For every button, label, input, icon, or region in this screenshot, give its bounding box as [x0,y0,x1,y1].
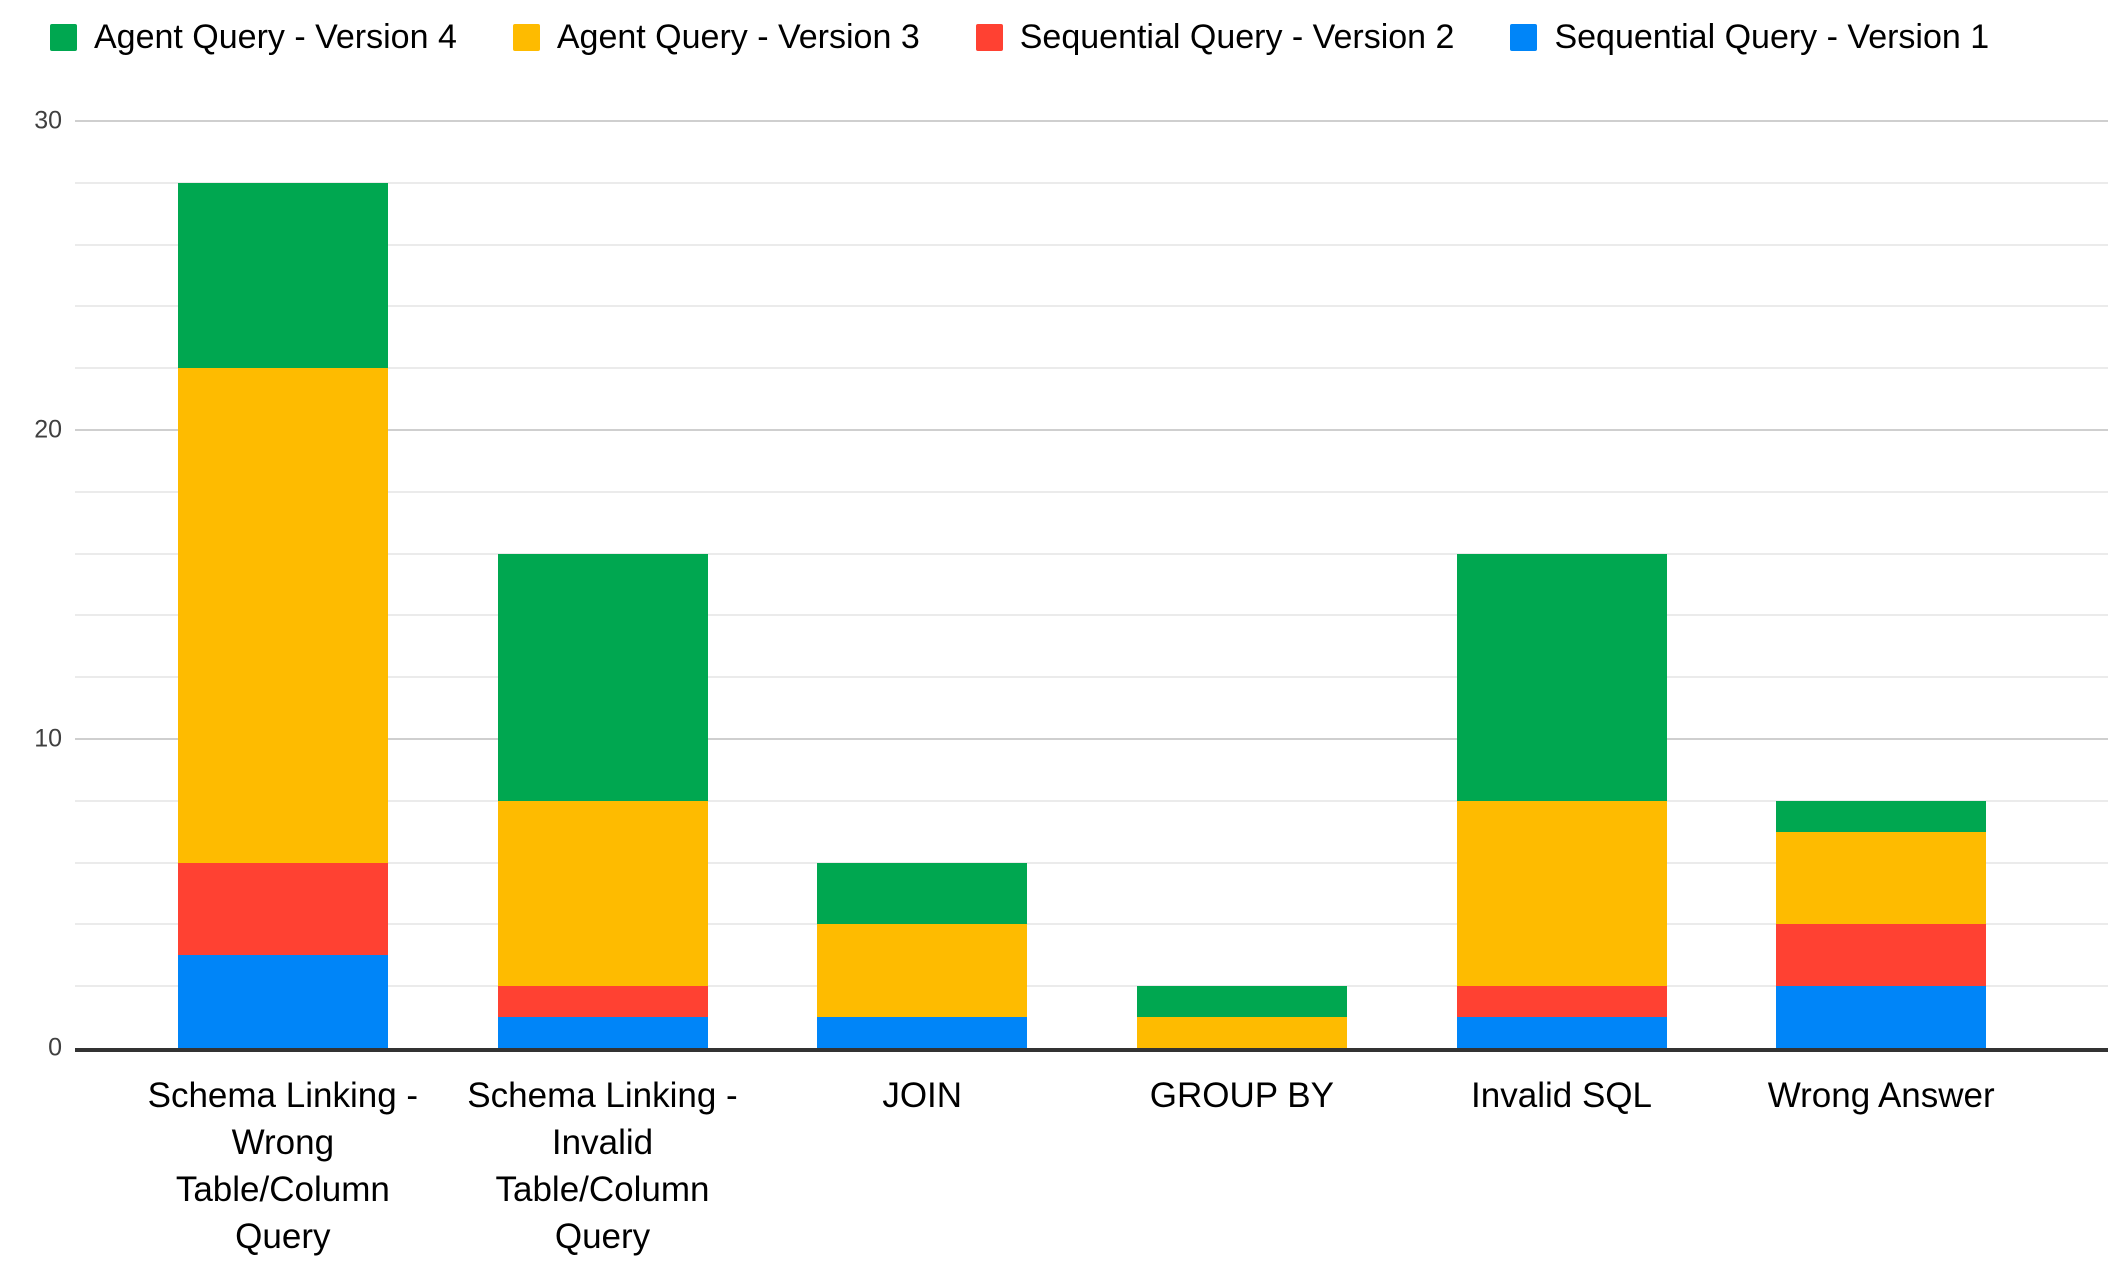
bar-segment-agent-query-version-3[interactable] [497,800,708,987]
bar-segment-agent-query-version-3[interactable] [817,924,1028,1018]
bar-segment-agent-query-version-3[interactable] [1136,1017,1347,1048]
gridline-2 [75,985,2108,988]
legend-item-agent-query-version-3[interactable]: Agent Query - Version 3 [512,18,920,57]
legend-swatch-blue [1510,24,1538,51]
bar-segment-agent-query-version-3[interactable] [177,368,388,863]
bar-column-6 [1721,121,2041,1048]
x-label-invalid-sql: Invalid SQL [1471,1076,1652,1115]
x-axis-labels: Schema Linking - Wrong Table/Column Quer… [123,1072,2041,1260]
bar-segment-agent-query-version-4[interactable] [1776,800,1987,832]
gridline-26 [75,243,2108,246]
gridline-18 [75,490,2108,493]
bar-group-by [1136,121,1347,1048]
legend-swatch-green [50,24,77,51]
x-label-join: JOIN [882,1076,963,1115]
legend-item-sequential-query-version-1[interactable]: Sequential Query - Version 1 [1510,18,1989,57]
bar-join [817,121,1028,1048]
bar-column-4 [1082,121,1402,1048]
bars-container [75,121,2108,1048]
legend: Agent Query - Version 4 Agent Query - Ve… [50,18,1989,57]
gridline-8 [75,799,2108,802]
legend-label: Agent Query - Version 3 [556,18,920,56]
x-label-schema-linking-invalid: Schema Linking - Invalid Table/Column Qu… [467,1076,738,1256]
bar-segment-sequential-query-version-1[interactable] [177,955,388,1048]
bar-column-3 [762,121,1082,1048]
legend-item-sequential-query-version-2[interactable]: Sequential Query - Version 2 [975,18,1455,57]
bar-column-5 [1402,121,1722,1048]
bar-segment-sequential-query-version-2[interactable] [497,986,708,1018]
y-tick-10: 10 [34,724,62,753]
legend-item-agent-query-version-4[interactable]: Agent Query - Version 4 [50,18,457,57]
y-tick-30: 30 [34,106,62,135]
gridline-6 [75,861,2108,864]
bar-schema-linking-invalid-table-column-query [497,121,708,1048]
gridline-4 [75,923,2108,926]
bar-segment-agent-query-version-3[interactable] [1776,831,1987,925]
bar-column-2 [443,121,763,1048]
x-label-group-by: GROUP BY [1149,1076,1334,1115]
bar-segment-sequential-query-version-2[interactable] [177,862,388,956]
bar-segment-agent-query-version-4[interactable] [177,182,388,369]
gridline-12 [75,676,2108,679]
bar-segment-agent-query-version-3[interactable] [1456,800,1667,987]
legend-swatch-yellow [512,24,540,51]
gridline-10 [75,738,2108,741]
legend-label: Sequential Query - Version 1 [1554,18,1990,56]
legend-swatch-red [975,24,1003,51]
bar-segment-agent-query-version-4[interactable] [497,553,708,801]
y-tick-0: 0 [48,1033,62,1062]
bar-segment-sequential-query-version-2[interactable] [1776,924,1987,987]
bar-invalid-sql [1456,121,1667,1048]
bar-segment-sequential-query-version-1[interactable] [1456,1017,1667,1048]
gridline-16 [75,552,2108,555]
gridline-20 [75,429,2108,432]
gridline-30 [75,120,2108,122]
bar-wrong-answer [1776,121,1987,1048]
bar-segment-agent-query-version-4[interactable] [1456,553,1667,801]
bar-segment-agent-query-version-4[interactable] [1136,986,1347,1018]
bar-segment-sequential-query-version-1[interactable] [1776,986,1987,1048]
legend-label: Agent Query - Version 4 [94,18,457,56]
bar-segment-sequential-query-version-2[interactable] [1456,986,1667,1018]
bar-segment-agent-query-version-4[interactable] [817,862,1028,925]
bar-segment-sequential-query-version-1[interactable] [497,1017,708,1048]
gridline-22 [75,367,2108,370]
plot-area [75,120,2108,1052]
x-label-schema-linking-wrong: Schema Linking - Wrong Table/Column Quer… [147,1076,419,1256]
y-tick-20: 20 [34,415,62,444]
gridline-28 [75,181,2108,184]
gridline-24 [75,305,2108,308]
x-label-wrong-answer: Wrong Answer [1767,1076,1995,1115]
bar-segment-sequential-query-version-1[interactable] [817,1017,1028,1048]
bar-column-1 [123,121,443,1048]
gridline-14 [75,614,2108,617]
legend-label: Sequential Query - Version 2 [1019,18,1455,56]
y-axis: 30 20 10 0 [0,107,62,1062]
bar-schema-linking-wrong-table-column-query [177,121,388,1048]
